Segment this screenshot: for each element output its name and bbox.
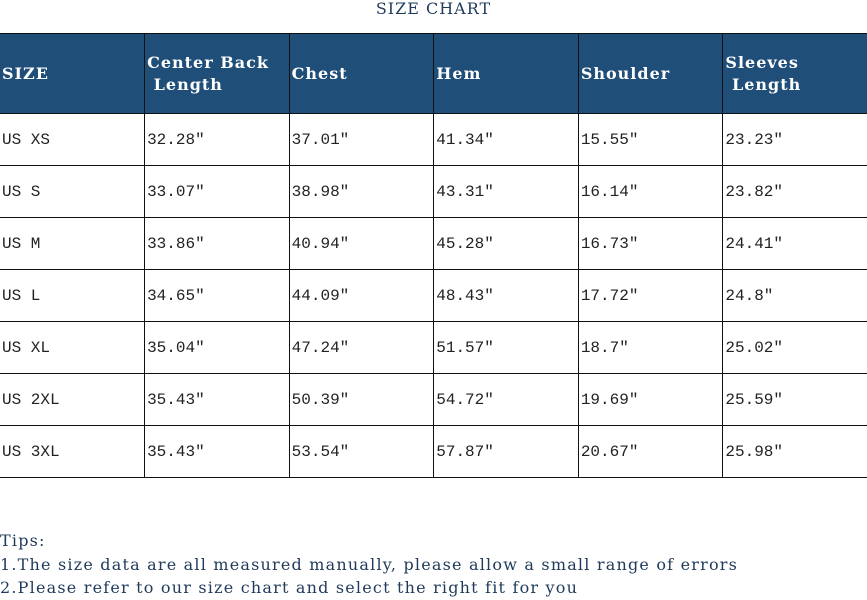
chart-title: SIZE CHART bbox=[375, 0, 492, 18]
column-header: Hem bbox=[433, 33, 579, 114]
table-row: US 3XL 35.43″ 53.54″ 57.87″ 20.67″ 25.98″ bbox=[0, 425, 867, 478]
measurement-cell: 44.09″ bbox=[288, 269, 435, 322]
size-cell: US XS bbox=[0, 113, 146, 166]
table-row: US XS 32.28″ 37.01″ 41.34″ 15.55″ 23.23″ bbox=[0, 113, 867, 166]
measurement-cell: 24.8″ bbox=[722, 269, 867, 322]
measurement-cell: 51.57″ bbox=[433, 321, 579, 374]
measurement-cell: 15.55″ bbox=[577, 113, 724, 166]
size-table: SIZE Center Back Length Chest Hem Shoulder Sl… bbox=[0, 33, 867, 478]
column-header: Center Back Length bbox=[144, 33, 290, 114]
measurement-cell: 23.82″ bbox=[722, 165, 867, 218]
measurement-cell: 43.31″ bbox=[433, 165, 579, 218]
measurement-cell: 17.72″ bbox=[577, 269, 724, 322]
measurement-cell: 24.41″ bbox=[722, 217, 867, 270]
measurement-cell: 33.07″ bbox=[144, 165, 290, 218]
measurement-cell: 35.43″ bbox=[144, 425, 290, 478]
measurement-cell: 19.69″ bbox=[577, 373, 724, 426]
table-row: US L 34.65″ 44.09″ 48.43″ 17.72″ 24.8″ bbox=[0, 269, 867, 322]
column-header: SIZE bbox=[0, 33, 146, 114]
size-cell: US M bbox=[0, 217, 146, 270]
measurement-cell: 16.14″ bbox=[577, 165, 724, 218]
measurement-cell: 38.98″ bbox=[288, 165, 435, 218]
measurement-cell: 20.67″ bbox=[577, 425, 724, 478]
column-header: Sleeves Length bbox=[722, 33, 867, 114]
tips-heading: Tips: bbox=[0, 531, 46, 550]
column-header: Chest bbox=[288, 33, 435, 114]
measurement-cell: 35.43″ bbox=[144, 373, 290, 426]
measurement-cell: 34.65″ bbox=[144, 269, 290, 322]
measurement-cell: 47.24″ bbox=[288, 321, 435, 374]
tips: Tips: 1.The size data are all measured m… bbox=[0, 529, 738, 600]
column-header: Shoulder bbox=[577, 33, 724, 114]
measurement-cell: 16.73″ bbox=[577, 217, 724, 270]
measurement-cell: 33.86″ bbox=[144, 217, 290, 270]
size-cell: US XL bbox=[0, 321, 146, 374]
measurement-cell: 57.87″ bbox=[433, 425, 579, 478]
table-row: US S 33.07″ 38.98″ 43.31″ 16.14″ 23.82″ bbox=[0, 165, 867, 218]
measurement-cell: 25.98″ bbox=[722, 425, 867, 478]
measurement-cell: 45.28″ bbox=[433, 217, 579, 270]
measurement-cell: 54.72″ bbox=[433, 373, 579, 426]
measurement-cell: 37.01″ bbox=[288, 113, 435, 166]
measurement-cell: 50.39″ bbox=[288, 373, 435, 426]
tip-line: 1.The size data are all measured manuall… bbox=[0, 554, 739, 574]
measurement-cell: 40.94″ bbox=[288, 217, 435, 270]
size-cell: US 3XL bbox=[0, 425, 146, 478]
measurement-cell: 53.54″ bbox=[288, 425, 435, 478]
tip-line: 2.Please refer to our size chart and sel… bbox=[0, 578, 579, 597]
measurement-cell: 18.7″ bbox=[577, 321, 724, 374]
size-cell: US L bbox=[0, 269, 146, 322]
measurement-cell: 32.28″ bbox=[144, 113, 290, 166]
measurement-cell: 23.23″ bbox=[722, 113, 867, 166]
table-row: US 2XL 35.43″ 50.39″ 54.72″ 19.69″ 25.59″ bbox=[0, 373, 867, 426]
size-cell: US S bbox=[0, 165, 146, 218]
measurement-cell: 25.02″ bbox=[722, 321, 867, 374]
measurement-cell: 48.43″ bbox=[433, 269, 579, 322]
measurement-cell: 41.34″ bbox=[433, 113, 579, 166]
measurement-cell: 25.59″ bbox=[722, 373, 867, 426]
size-cell: US 2XL bbox=[0, 373, 146, 426]
measurement-cell: 35.04″ bbox=[144, 321, 290, 374]
header-row: SIZE Center Back Length Chest Hem Shoulder Sl… bbox=[0, 33, 867, 114]
table-row: US M 33.86″ 40.94″ 45.28″ 16.73″ 24.41″ bbox=[0, 217, 867, 270]
table-row: US XL 35.04″ 47.24″ 51.57″ 18.7″ 25.02″ bbox=[0, 321, 867, 374]
